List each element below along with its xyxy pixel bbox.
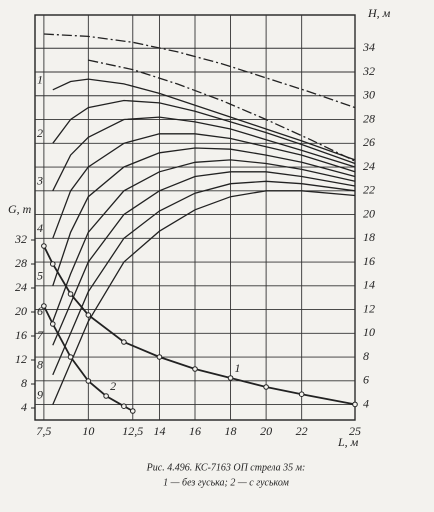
series-label: 7 bbox=[37, 328, 44, 342]
series-label: 2 bbox=[110, 379, 116, 393]
caption: 1 — без гуська; 2 — с гуськом bbox=[163, 477, 289, 488]
point-marker bbox=[156, 354, 163, 360]
x-tick-label: 14 bbox=[153, 424, 165, 438]
point-marker bbox=[192, 366, 198, 372]
series-label: 3 bbox=[36, 174, 43, 188]
point-marker bbox=[263, 384, 269, 390]
x-tick-label: 10 bbox=[82, 424, 94, 438]
y2-tick-label: 30 bbox=[362, 88, 375, 102]
y2-tick-label: 32 bbox=[362, 64, 375, 78]
series-label: 9 bbox=[37, 387, 43, 401]
series-label: 5 bbox=[37, 269, 43, 283]
point-marker bbox=[49, 261, 56, 267]
point-marker bbox=[67, 291, 74, 297]
point-marker bbox=[41, 243, 47, 249]
y-tick-label: 20 bbox=[15, 304, 27, 318]
y2-tick-label: 8 bbox=[363, 349, 369, 363]
x-tick-label: 16 bbox=[189, 424, 201, 438]
point-marker bbox=[41, 303, 47, 309]
y2-tick-label: 6 bbox=[363, 373, 369, 387]
series-label: 4 bbox=[37, 221, 43, 235]
series-line bbox=[52, 116, 356, 192]
y2-tick-label: 34 bbox=[362, 40, 375, 54]
series-label: 6 bbox=[37, 304, 43, 318]
series-line bbox=[52, 190, 356, 405]
y2-tick-label: 12 bbox=[363, 301, 375, 315]
series-line bbox=[52, 159, 356, 322]
series-line bbox=[52, 180, 356, 376]
series-line bbox=[52, 171, 356, 346]
y-tick-label: 12 bbox=[15, 352, 27, 366]
point-marker bbox=[85, 378, 92, 384]
series-line bbox=[52, 99, 356, 165]
x-tick-label: 22 bbox=[296, 424, 308, 438]
point-marker bbox=[49, 321, 56, 327]
series-label: 8 bbox=[37, 358, 43, 372]
y-tick-label: 24 bbox=[15, 280, 27, 294]
point-marker bbox=[67, 354, 74, 360]
y2-axis-label: H, м bbox=[367, 6, 391, 20]
point-marker bbox=[129, 408, 136, 414]
series-line bbox=[52, 147, 356, 287]
point-marker bbox=[298, 391, 305, 398]
series-line bbox=[52, 78, 356, 161]
y2-tick-label: 10 bbox=[363, 325, 375, 339]
y2-tick-label: 4 bbox=[363, 396, 369, 410]
y2-tick-label: 22 bbox=[363, 183, 375, 197]
point-marker bbox=[227, 375, 234, 381]
point-marker bbox=[121, 339, 127, 345]
point-marker bbox=[121, 403, 127, 410]
x-tick-label: 18 bbox=[225, 424, 237, 438]
caption: Рис. 4.496. КС-7163 ОП стрела 35 м: bbox=[146, 462, 306, 473]
y2-tick-label: 24 bbox=[363, 159, 375, 173]
y-tick-label: 4 bbox=[21, 400, 27, 414]
y-axis-label: G, т bbox=[8, 202, 32, 216]
series-line bbox=[43, 33, 356, 109]
y2-tick-label: 14 bbox=[363, 278, 375, 292]
x-tick-label: 12,5 bbox=[122, 424, 143, 438]
x-tick-label: 20 bbox=[260, 424, 272, 438]
x-tick-label: 7,5 bbox=[36, 424, 51, 438]
point-marker bbox=[352, 401, 358, 408]
series-line bbox=[52, 133, 356, 239]
y2-tick-label: 28 bbox=[363, 111, 375, 125]
y2-tick-label: 18 bbox=[363, 230, 375, 244]
point-marker bbox=[103, 393, 109, 399]
y-tick-label: 28 bbox=[15, 256, 27, 270]
series-label: 1 bbox=[235, 361, 241, 375]
y-tick-label: 8 bbox=[21, 376, 27, 390]
y-tick-label: 16 bbox=[15, 328, 27, 342]
y2-tick-label: 20 bbox=[363, 206, 375, 220]
series-label: 1 bbox=[37, 73, 43, 87]
x-axis-label: L, м bbox=[337, 435, 359, 449]
y2-tick-label: 26 bbox=[363, 135, 375, 149]
series-line bbox=[88, 59, 356, 162]
series-label: 2 bbox=[37, 126, 43, 140]
y-tick-label: 32 bbox=[14, 232, 27, 246]
x-tick-label: 25 bbox=[349, 424, 361, 438]
y2-tick-label: 16 bbox=[363, 254, 375, 268]
point-marker bbox=[85, 312, 92, 318]
